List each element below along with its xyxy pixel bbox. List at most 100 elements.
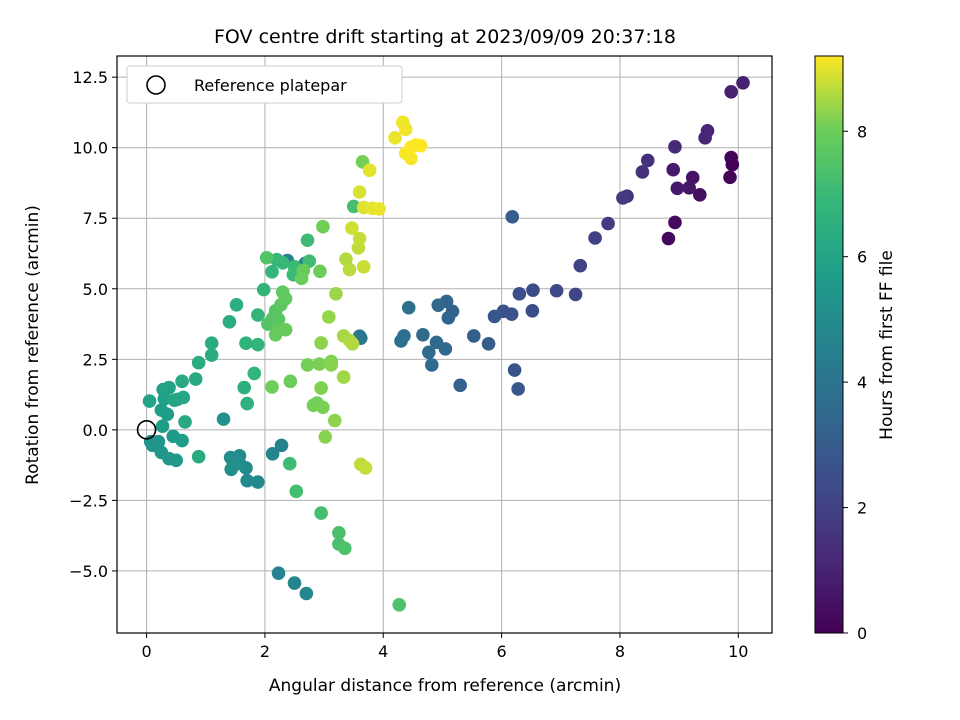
data-point: [724, 150, 738, 165]
data-point: [668, 215, 682, 230]
y-tick-label: −2.5: [69, 491, 108, 510]
data-point: [216, 412, 231, 426]
data-point: [283, 374, 298, 389]
data-point: [162, 380, 176, 395]
data-point: [441, 311, 456, 325]
data-point: [372, 202, 386, 216]
colorbar-tick-label: 6: [857, 248, 867, 267]
legend-box: [126, 65, 403, 104]
data-point: [401, 300, 416, 315]
data-point: [278, 322, 293, 337]
data-point: [204, 348, 219, 362]
data-point: [278, 291, 293, 306]
data-point: [312, 357, 327, 371]
data-point: [227, 458, 241, 472]
data-point: [247, 366, 262, 381]
x-tick-label: 8: [615, 642, 625, 661]
chart-title: FOV centre drift starting at 2023/09/09 …: [214, 26, 676, 48]
y-tick-label: 5.0: [83, 280, 108, 299]
data-point: [723, 170, 737, 185]
data-point: [352, 185, 367, 199]
data-point: [324, 358, 338, 372]
data-point: [398, 122, 413, 137]
data-point: [668, 140, 682, 154]
data-point: [191, 449, 206, 464]
data-point: [698, 131, 712, 145]
data-point: [160, 407, 175, 422]
data-point: [256, 282, 271, 297]
data-point: [507, 363, 522, 377]
data-point: [251, 337, 265, 352]
colorbar-tick-label: 0: [857, 624, 867, 643]
grid-lines: [117, 56, 772, 633]
data-points: [142, 76, 750, 612]
y-tick-label: 2.5: [83, 350, 108, 369]
data-point: [204, 336, 219, 351]
data-point: [693, 188, 707, 202]
data-point: [314, 381, 328, 395]
colorbar-ticks: 0 2 4 6 8: [843, 122, 867, 643]
data-point: [314, 336, 328, 350]
data-point: [275, 256, 290, 270]
data-point: [176, 390, 191, 405]
data-point: [438, 342, 453, 356]
x-tick-label: 4: [378, 642, 388, 661]
data-point: [339, 252, 353, 266]
data-point: [588, 231, 602, 245]
y-tick-label: −5.0: [69, 562, 108, 581]
data-point: [392, 597, 407, 612]
data-point: [487, 309, 502, 324]
colorbar-label: Hours from first FF file: [877, 250, 897, 440]
y-tick-label: 10.0: [72, 139, 108, 158]
data-point: [188, 372, 203, 386]
data-point: [404, 151, 418, 166]
legend: Reference platepar: [126, 65, 403, 104]
data-point: [342, 262, 357, 277]
data-point: [345, 336, 360, 351]
data-point: [431, 298, 446, 312]
data-point: [271, 566, 286, 580]
data-point: [178, 415, 192, 429]
data-point: [394, 334, 408, 348]
data-point: [318, 430, 333, 444]
x-tick-label: 10: [728, 642, 748, 661]
y-tick-label: 0.0: [83, 421, 108, 440]
data-point: [240, 396, 254, 411]
data-point: [316, 219, 330, 234]
y-axis-label: Rotation from reference (arcmin): [23, 205, 43, 485]
data-point: [322, 310, 336, 324]
y-tick-label: 12.5: [72, 68, 108, 87]
data-point: [191, 355, 206, 370]
data-point: [356, 259, 371, 274]
data-point: [314, 506, 328, 520]
data-point: [416, 327, 430, 342]
data-point: [259, 250, 274, 265]
colorbar-tick-label: 2: [857, 499, 867, 518]
data-point: [265, 265, 279, 279]
data-point: [635, 165, 650, 179]
data-point: [666, 162, 680, 177]
legend-marker: [146, 75, 166, 95]
data-point: [289, 484, 304, 499]
data-point: [274, 438, 289, 453]
data-point: [265, 447, 280, 461]
data-point: [388, 131, 402, 145]
data-point: [481, 336, 496, 351]
data-point: [736, 76, 750, 90]
data-point: [155, 419, 170, 433]
data-point: [222, 314, 237, 329]
data-point: [670, 181, 685, 196]
y-axis-ticks: −5.0 −2.5 0.0 2.5 5.0 7.5 10.0 12.5: [69, 68, 117, 581]
data-point: [526, 283, 540, 297]
data-point: [682, 180, 696, 195]
data-point: [573, 258, 588, 273]
data-point: [724, 85, 738, 99]
data-point: [282, 456, 297, 471]
data-point: [329, 287, 343, 301]
data-point: [268, 327, 283, 342]
data-point: [601, 216, 615, 231]
colorbar-tick-label: 4: [857, 373, 867, 392]
data-point: [424, 358, 439, 372]
data-point: [505, 210, 520, 224]
data-point: [352, 231, 367, 246]
